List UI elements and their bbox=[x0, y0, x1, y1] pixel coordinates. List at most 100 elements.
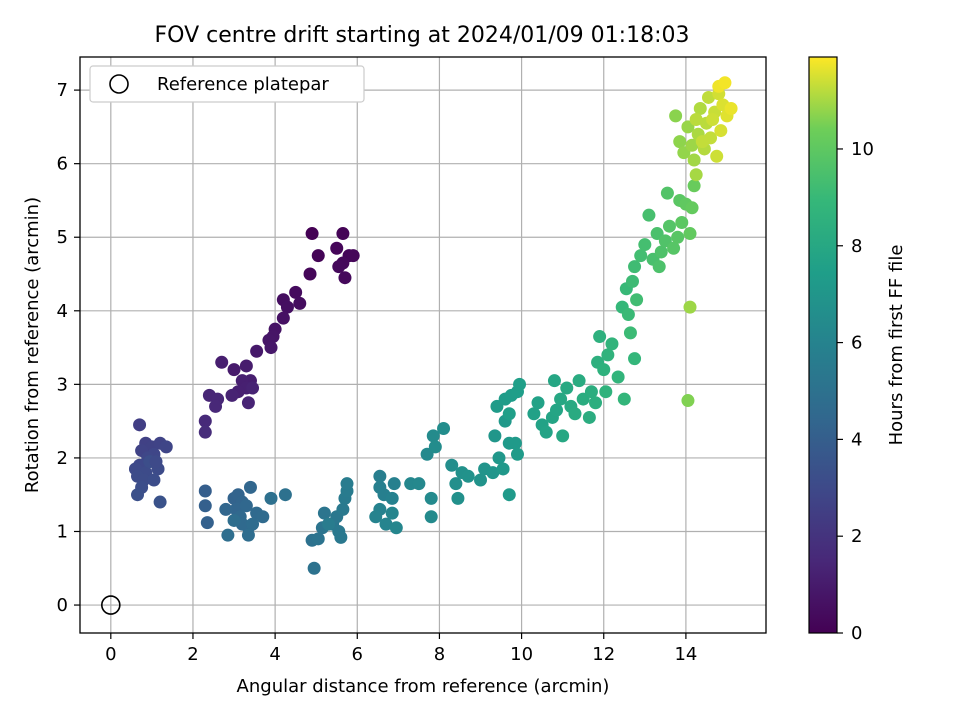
scatter-points bbox=[128, 76, 738, 575]
y-tick-label: 5 bbox=[57, 227, 68, 248]
scatter-point bbox=[474, 473, 488, 487]
x-axis: 0 2 4 6 8 10 12 14 bbox=[105, 633, 697, 665]
scatter-point bbox=[451, 491, 465, 505]
scatter-point bbox=[531, 396, 545, 410]
x-tick-label: 8 bbox=[434, 644, 445, 665]
scatter-point bbox=[241, 528, 255, 542]
scatter-point bbox=[630, 293, 644, 307]
scatter-point bbox=[198, 425, 212, 439]
scatter-point bbox=[710, 149, 724, 163]
scatter-point bbox=[209, 399, 223, 413]
scatter-point bbox=[673, 135, 687, 149]
scatter-point bbox=[623, 326, 637, 340]
scatter-point bbox=[601, 348, 615, 362]
reference-point bbox=[101, 595, 121, 615]
scatter-point bbox=[276, 311, 290, 325]
legend-marker bbox=[109, 74, 129, 94]
scatter-point bbox=[241, 396, 255, 410]
scatter-point bbox=[293, 296, 307, 310]
scatter-point bbox=[264, 491, 278, 505]
scatter-point bbox=[387, 477, 401, 491]
scatter-point bbox=[547, 374, 561, 388]
scatter-point bbox=[225, 388, 239, 402]
scatter-point bbox=[572, 374, 586, 388]
scatter-point bbox=[131, 488, 145, 502]
scatter-point bbox=[621, 307, 635, 321]
scatter-point bbox=[412, 477, 426, 491]
x-axis-label: Angular distance from reference (arcmin) bbox=[237, 676, 610, 697]
scatter-point bbox=[689, 168, 703, 182]
scatter-point bbox=[445, 458, 459, 472]
scatter-point bbox=[605, 337, 619, 351]
scatter-point bbox=[599, 385, 613, 399]
scatter-point bbox=[250, 344, 264, 358]
scatter-point bbox=[589, 396, 603, 410]
scatter-point bbox=[652, 260, 666, 274]
scatter-point bbox=[662, 219, 676, 233]
scatter-point bbox=[681, 394, 695, 408]
scatter-point bbox=[502, 407, 516, 421]
y-axis-label: Rotation from reference (arcmin) bbox=[22, 197, 43, 493]
scatter-point bbox=[597, 363, 611, 377]
scatter-point bbox=[550, 403, 564, 417]
scatter-point bbox=[385, 506, 399, 520]
y-tick-label: 2 bbox=[57, 448, 68, 469]
scatter-point bbox=[634, 249, 648, 263]
scatter-point bbox=[307, 561, 321, 575]
scatter-point bbox=[724, 101, 738, 115]
scatter-point bbox=[568, 407, 582, 421]
y-tick-label: 6 bbox=[57, 154, 68, 175]
scatter-point bbox=[239, 359, 253, 373]
scatter-point bbox=[496, 462, 510, 476]
scatter-point bbox=[701, 90, 715, 104]
colorbar: 0 2 4 6 8 10 Hours from first FF file bbox=[808, 56, 907, 644]
scatter-point bbox=[198, 414, 212, 428]
colorbar-tick-label: 4 bbox=[851, 429, 862, 450]
scatter-point bbox=[373, 469, 387, 483]
scatter-point bbox=[611, 370, 625, 384]
colorbar-label: Hours from first FF file bbox=[886, 245, 907, 446]
y-axis: 0 1 2 3 4 5 6 7 bbox=[57, 80, 80, 616]
scatter-point bbox=[437, 421, 451, 435]
legend: Reference platepar bbox=[89, 65, 365, 103]
scatter-point bbox=[628, 260, 642, 274]
colorbar-tick-label: 0 bbox=[851, 623, 862, 644]
scatter-point bbox=[338, 271, 352, 285]
scatter-point bbox=[492, 451, 506, 465]
colorbar-tick-label: 6 bbox=[851, 333, 862, 354]
scatter-point bbox=[246, 381, 260, 395]
scatter-point bbox=[227, 513, 241, 527]
scatter-point bbox=[669, 109, 683, 123]
colorbar-ticks: 0 2 4 6 8 10 bbox=[837, 139, 874, 644]
x-tick-label: 2 bbox=[187, 644, 198, 665]
scatter-point bbox=[336, 227, 350, 241]
legend-box bbox=[89, 65, 365, 103]
scatter-point bbox=[513, 377, 527, 391]
scatter-point bbox=[159, 440, 173, 454]
scatter-point bbox=[502, 488, 516, 502]
scatter-point bbox=[660, 186, 674, 200]
scatter-point bbox=[219, 502, 233, 516]
scatter-point bbox=[322, 517, 336, 531]
legend-entry: Reference platepar bbox=[157, 74, 329, 95]
scatter-point bbox=[488, 429, 502, 443]
scatter-point bbox=[582, 410, 596, 424]
x-tick-label: 0 bbox=[105, 644, 116, 665]
scatter-point bbox=[539, 425, 553, 439]
scatter-point bbox=[486, 466, 500, 480]
scatter-point bbox=[149, 455, 163, 469]
scatter-point bbox=[718, 76, 732, 90]
colorbar-tick-label: 10 bbox=[851, 139, 874, 160]
scatter-point bbox=[239, 499, 253, 513]
scatter-point bbox=[560, 381, 574, 395]
scatter-point bbox=[638, 238, 652, 252]
scatter-point bbox=[346, 249, 360, 263]
scatter-point bbox=[246, 517, 260, 531]
y-tick-label: 4 bbox=[57, 301, 68, 322]
y-tick-label: 0 bbox=[57, 595, 68, 616]
scatter-point bbox=[685, 138, 699, 152]
scatter-point bbox=[683, 227, 697, 241]
scatter-point bbox=[461, 469, 475, 483]
plot-frame bbox=[79, 56, 767, 634]
